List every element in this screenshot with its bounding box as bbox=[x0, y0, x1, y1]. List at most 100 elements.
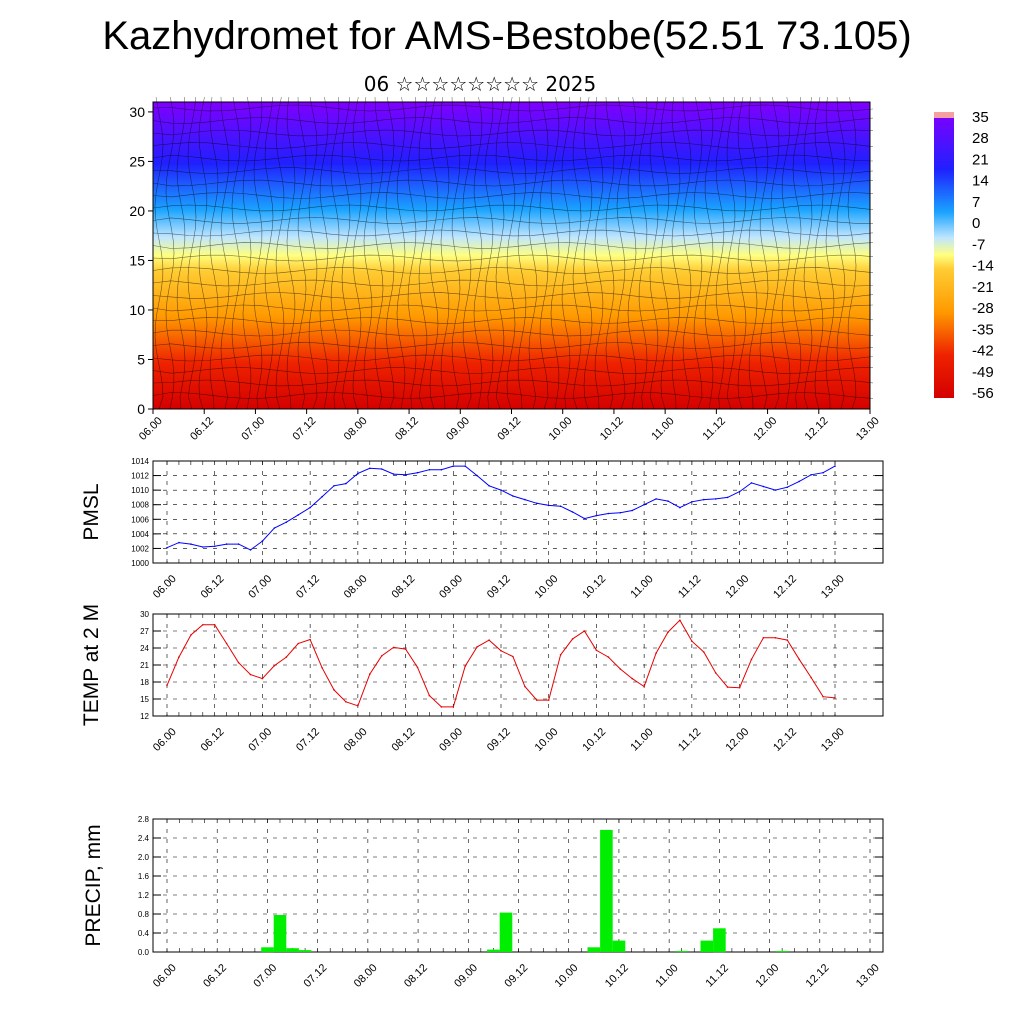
x-tick-label: 11.00 bbox=[653, 962, 680, 989]
x-tick-label: 07.12 bbox=[294, 726, 322, 754]
data-point bbox=[237, 543, 240, 545]
data-point bbox=[691, 640, 693, 642]
data-point bbox=[333, 689, 335, 691]
data-point bbox=[714, 498, 717, 500]
wind-streamlines bbox=[152, 96, 874, 410]
y-tick-label: 21 bbox=[140, 661, 149, 670]
x-tick-label: 12.12 bbox=[771, 726, 799, 754]
colorbar-label: 0 bbox=[972, 215, 980, 232]
bar bbox=[675, 951, 688, 952]
data-point bbox=[607, 512, 610, 515]
data-point bbox=[762, 637, 765, 639]
x-tick-label: 10.00 bbox=[533, 573, 561, 601]
data-point bbox=[345, 482, 347, 485]
data-point bbox=[798, 658, 800, 661]
data-point bbox=[655, 652, 657, 654]
data-point bbox=[202, 624, 204, 626]
data-point bbox=[703, 651, 705, 653]
heatmap-x-tick-label: 07.12 bbox=[291, 415, 319, 443]
y-axis-label: PMSL bbox=[80, 483, 103, 540]
data-point bbox=[822, 695, 824, 698]
y-tick-label: 27 bbox=[140, 627, 149, 636]
x-tick-label: 07.12 bbox=[302, 962, 330, 990]
bar bbox=[700, 940, 714, 952]
data-point bbox=[488, 485, 490, 487]
heatmap-x-tick-label: 08.00 bbox=[342, 415, 370, 443]
x-tick-label: 09.00 bbox=[437, 726, 465, 754]
data-point bbox=[512, 495, 514, 497]
colorbar-label: 21 bbox=[972, 151, 989, 168]
x-tick-label: 10.12 bbox=[603, 962, 631, 990]
series-line bbox=[166, 465, 836, 551]
data-point bbox=[488, 639, 490, 641]
heatmap-x-tick-label: 10.00 bbox=[547, 415, 575, 443]
data-point bbox=[500, 650, 502, 652]
data-point bbox=[679, 506, 681, 509]
data-point bbox=[297, 514, 300, 516]
data-point bbox=[392, 646, 395, 649]
colorbar-label: -28 bbox=[972, 300, 994, 317]
data-point bbox=[297, 642, 300, 645]
colorbar-label: -14 bbox=[972, 258, 994, 275]
x-tick-label: 08.12 bbox=[389, 726, 417, 754]
panel-temp: 30 27 24 21 18 15 12 TEMP at 2 M 06.00 06.12 07.00… bbox=[80, 604, 884, 754]
heatmap-x-tick-label: 08.12 bbox=[393, 415, 421, 443]
data-point bbox=[476, 646, 478, 648]
heatmap-x-tick-label: 11.00 bbox=[649, 415, 676, 442]
data-point bbox=[225, 543, 228, 545]
data-point bbox=[703, 498, 705, 501]
data-point bbox=[249, 673, 252, 676]
colorbar-label: 7 bbox=[972, 194, 980, 211]
data-point bbox=[714, 672, 717, 674]
x-tick-label: 12.00 bbox=[723, 573, 751, 601]
data-point bbox=[321, 667, 323, 669]
x-tick-label: 09.12 bbox=[485, 573, 513, 601]
y-tick-label: 2.0 bbox=[138, 853, 150, 862]
data-point bbox=[786, 639, 789, 641]
heatmap-x-tick-label: 07.00 bbox=[239, 415, 267, 443]
data-point bbox=[428, 468, 431, 471]
x-tick-label: 08.00 bbox=[342, 573, 370, 601]
data-point bbox=[464, 665, 467, 667]
x-tick-label: 10.12 bbox=[580, 573, 608, 601]
data-point bbox=[726, 496, 729, 499]
data-point bbox=[225, 642, 228, 645]
x-tick-label: 13.00 bbox=[819, 573, 847, 601]
data-point bbox=[571, 638, 574, 640]
data-point bbox=[285, 521, 288, 523]
data-point bbox=[380, 655, 383, 657]
data-point bbox=[786, 486, 789, 489]
data-point bbox=[524, 685, 526, 688]
data-point bbox=[333, 485, 335, 487]
data-point bbox=[190, 543, 192, 545]
x-tick-label: 12.00 bbox=[753, 962, 781, 990]
bar bbox=[499, 912, 513, 952]
y-tick-label: 2.8 bbox=[138, 815, 150, 824]
y-tick-label: 15 bbox=[140, 695, 149, 704]
data-point bbox=[738, 686, 741, 689]
colorbar-label: 14 bbox=[972, 173, 989, 190]
x-tick-label: 08.12 bbox=[389, 573, 417, 601]
x-tick-label: 12.12 bbox=[804, 962, 832, 990]
data-point bbox=[774, 489, 777, 491]
x-tick-label: 10.12 bbox=[580, 726, 608, 754]
data-point bbox=[536, 699, 538, 701]
data-point bbox=[178, 541, 180, 544]
data-point bbox=[285, 656, 288, 658]
data-point bbox=[190, 634, 192, 636]
colorbar-label: -21 bbox=[972, 279, 994, 296]
bar bbox=[775, 951, 789, 952]
data-point bbox=[619, 511, 622, 514]
data-point bbox=[273, 664, 276, 667]
y-axis-label: PRECIP, mm bbox=[82, 824, 105, 946]
colorbar bbox=[934, 112, 954, 398]
panel-frame bbox=[152, 460, 884, 564]
series-line bbox=[166, 619, 836, 708]
data-point bbox=[428, 694, 431, 697]
y-tick-label: 12 bbox=[140, 712, 149, 721]
data-point bbox=[798, 480, 800, 483]
heatmap-y-tick-label: 30 bbox=[129, 104, 145, 120]
data-point bbox=[321, 495, 323, 498]
data-point bbox=[213, 624, 216, 626]
